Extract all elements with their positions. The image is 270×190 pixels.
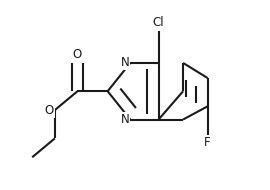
Text: N: N xyxy=(121,56,129,69)
Text: O: O xyxy=(73,48,82,61)
Text: F: F xyxy=(204,136,211,150)
Text: N: N xyxy=(121,113,129,126)
Text: Cl: Cl xyxy=(153,16,164,29)
Text: O: O xyxy=(45,104,54,117)
